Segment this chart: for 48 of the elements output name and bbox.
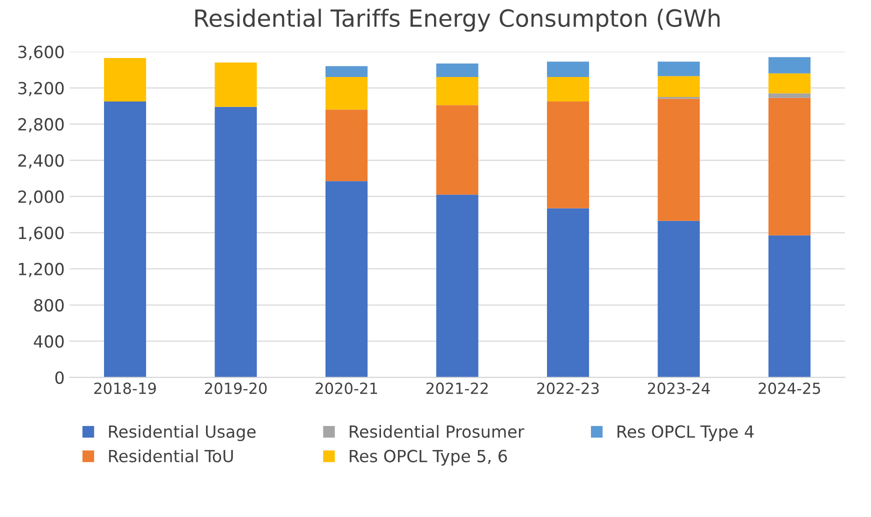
x-tick-label: 2019-20 — [204, 382, 267, 394]
legend-label: Residential Usage — [109, 424, 256, 442]
x-tick-label: 2022-23 — [537, 382, 599, 394]
y-tick-label: 1,600 — [18, 226, 64, 241]
bar — [658, 220, 700, 378]
y-tick-label: 2,800 — [18, 118, 64, 132]
legend-label: Res OPCL Type 4 — [618, 425, 754, 442]
chart-title: Residential Tariffs Energy Consumpton (GWh — [195, 8, 720, 32]
bar — [658, 62, 700, 76]
bar — [436, 63, 478, 78]
bar — [325, 110, 368, 182]
y-tick-label: 2,000 — [18, 190, 64, 205]
bar — [658, 98, 700, 221]
y-tick-label: 400 — [34, 335, 64, 348]
bar — [658, 76, 700, 97]
x-tick-label: 2021-22 — [426, 382, 488, 394]
x-tick-label: 2023-24 — [648, 382, 710, 394]
y-tick-label: 2,400 — [18, 154, 64, 169]
bar — [436, 77, 478, 106]
bar — [325, 66, 368, 78]
bar — [325, 181, 368, 378]
bar — [104, 58, 146, 102]
legend-label: Residential ToU — [109, 449, 233, 462]
bar — [436, 194, 478, 378]
x-tick-label: 2018-19 — [94, 382, 156, 394]
y-tick-label: 1,200 — [18, 262, 64, 278]
bar — [104, 101, 146, 378]
x-tick-label: 2020-21 — [316, 382, 378, 394]
bar — [768, 235, 811, 378]
legend-label: Res OPCL Type 5, 6 — [350, 450, 507, 466]
legend-label: Residential Prosumer — [350, 424, 524, 438]
bar — [768, 57, 811, 74]
y-tick-label: 0 — [55, 371, 64, 384]
x-tick-label: 2024-25 — [758, 382, 820, 394]
bar — [214, 106, 257, 378]
y-tick-label: 3,600 — [18, 46, 64, 60]
bar — [546, 62, 590, 78]
bar — [546, 101, 590, 208]
bar — [768, 73, 811, 94]
y-tick-label: 3,200 — [18, 82, 64, 96]
bar — [768, 93, 811, 98]
bar — [768, 98, 811, 236]
bar — [546, 208, 590, 378]
bar — [325, 77, 368, 110]
bar — [214, 62, 257, 107]
bar — [436, 105, 478, 195]
y-tick-label: 800 — [34, 298, 64, 312]
bar — [546, 77, 590, 102]
